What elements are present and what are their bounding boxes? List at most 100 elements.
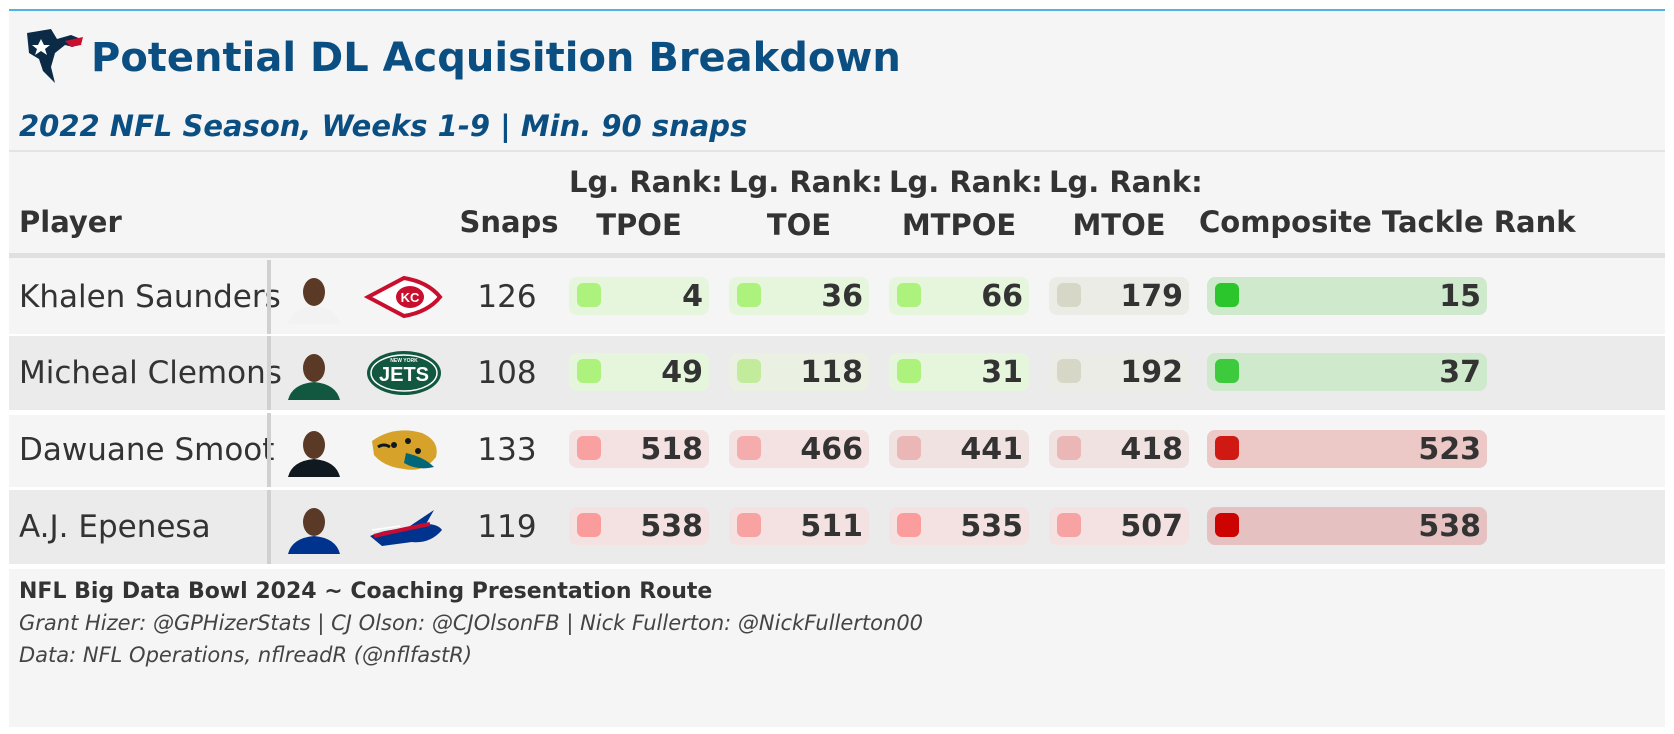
player-name: Micheal Clemons [19, 355, 282, 391]
column-header-mtpoe: Lg. Rank: MTPOE [889, 161, 1043, 247]
rank-value: 192 [1120, 355, 1183, 390]
rank-value: 523 [1418, 432, 1481, 467]
bills-logo-icon [364, 500, 444, 554]
rank-value: 179 [1120, 279, 1183, 314]
rank-color-swatch [897, 436, 921, 460]
page-subtitle: 2022 NFL Season, Weeks 1-9 | Min. 90 sna… [19, 109, 748, 143]
jets-logo-icon: JETS NEW YORK [364, 346, 444, 400]
rank-value: 538 [1418, 509, 1481, 544]
rank-value: 49 [661, 355, 703, 390]
row-divider [9, 410, 1665, 415]
rank-value: 535 [960, 509, 1023, 544]
tpoe-rank-cell: 538 [569, 507, 709, 545]
snaps-value: 119 [477, 509, 537, 545]
table-header: Potential DL Acquisition Breakdown 2022 … [9, 11, 1665, 161]
mtpoe-rank-cell: 535 [889, 507, 1029, 545]
rank-color-swatch [737, 513, 761, 537]
column-header-toe: Lg. Rank: TOE [729, 161, 883, 247]
rank-color-swatch [1057, 283, 1081, 307]
rank-color-swatch [1057, 359, 1081, 383]
rank-value: 15 [1439, 279, 1481, 314]
composite-rank-cell: 523 [1207, 430, 1487, 468]
rank-value: 441 [960, 432, 1023, 467]
column-divider [267, 490, 271, 564]
composite-rank-cell: 37 [1207, 353, 1487, 391]
jaguars-logo-icon [364, 423, 444, 477]
rank-color-swatch [577, 283, 601, 307]
column-header-composite: Composite Tackle Rank [1199, 205, 1576, 239]
row-divider [9, 487, 1665, 492]
mtpoe-rank-cell: 66 [889, 277, 1029, 315]
rank-value: 66 [981, 279, 1023, 314]
column-header-snaps: Snaps [459, 205, 559, 239]
rank-value: 36 [821, 279, 863, 314]
footer-title: NFL Big Data Bowl 2024 ~ Coaching Presen… [19, 579, 713, 604]
table-panel: Potential DL Acquisition Breakdown 2022 … [9, 9, 1665, 727]
player-headshot [284, 423, 344, 477]
column-header-line: Lg. Rank: [889, 165, 1043, 199]
svg-text:JETS: JETS [379, 364, 429, 386]
player-name: A.J. Epenesa [19, 509, 211, 545]
toe-rank-cell: 118 [729, 353, 869, 391]
column-header-line: Lg. Rank: [569, 165, 723, 199]
rank-color-swatch [577, 359, 601, 383]
column-header-mtoe: Lg. Rank: MTOE [1049, 161, 1203, 247]
rank-color-swatch [1057, 513, 1081, 537]
svg-text:KC: KC [401, 290, 420, 305]
chiefs-logo-icon: KC [363, 270, 444, 324]
texans-logo-icon [27, 29, 83, 83]
toe-rank-cell: 36 [729, 277, 869, 315]
rank-color-swatch [577, 436, 601, 460]
rank-color-swatch [1215, 513, 1239, 537]
rank-value: 507 [1120, 509, 1183, 544]
svg-text:NEW YORK: NEW YORK [390, 358, 418, 364]
player-headshot [284, 346, 344, 400]
rank-color-swatch [1215, 283, 1239, 307]
column-divider [267, 413, 271, 487]
rank-value: 511 [800, 509, 863, 544]
page-title: Potential DL Acquisition Breakdown [91, 35, 901, 81]
tpoe-rank-cell: 4 [569, 277, 709, 315]
row-divider [9, 564, 1665, 569]
rank-color-swatch [897, 513, 921, 537]
player-name: Khalen Saunders [19, 279, 281, 315]
tpoe-rank-cell: 49 [569, 353, 709, 391]
rank-color-swatch [577, 513, 601, 537]
header-divider [9, 150, 1665, 152]
table-row: A.J. Epenesa 119 538 511 535 507 538 [9, 490, 1665, 564]
table-row: Khalen Saunders KC 126 4 36 66 179 15 [9, 260, 1665, 334]
rank-value: 466 [800, 432, 863, 467]
footer-source: Data: NFL Operations, nflreadR (@nflfast… [19, 643, 473, 667]
column-header-tpoe: Lg. Rank: TPOE [569, 161, 723, 247]
column-header-line: MTOE [1072, 208, 1166, 242]
column-divider [267, 336, 271, 410]
column-header-line: Lg. Rank: [729, 165, 883, 199]
mtoe-rank-cell: 192 [1049, 353, 1189, 391]
column-divider [267, 260, 271, 334]
rank-color-swatch [737, 436, 761, 460]
rank-color-swatch [1215, 359, 1239, 383]
rank-value: 4 [682, 279, 703, 314]
composite-rank-cell: 538 [1207, 507, 1487, 545]
column-header-line: TPOE [596, 208, 682, 242]
rank-color-swatch [1057, 436, 1081, 460]
column-header-line: TOE [766, 208, 832, 242]
player-headshot [284, 270, 344, 324]
table-row: Dawuane Smoot 133 518 466 441 418 523 [9, 413, 1665, 487]
column-header-line: Lg. Rank: [1049, 165, 1203, 199]
snaps-value: 133 [477, 432, 537, 468]
rank-value: 31 [981, 355, 1023, 390]
footer: NFL Big Data Bowl 2024 ~ Coaching Presen… [9, 567, 1665, 727]
rank-color-swatch [737, 359, 761, 383]
mtoe-rank-cell: 418 [1049, 430, 1189, 468]
composite-rank-cell: 15 [1207, 277, 1487, 315]
column-header-line: MTPOE [901, 208, 1017, 242]
table-row: Micheal Clemons JETS NEW YORK 108 49 118 31 192… [9, 336, 1665, 410]
column-header-divider [9, 253, 1665, 258]
rank-color-swatch [897, 359, 921, 383]
player-headshot [284, 500, 344, 554]
rank-value: 418 [1120, 432, 1183, 467]
mtpoe-rank-cell: 441 [889, 430, 1029, 468]
toe-rank-cell: 466 [729, 430, 869, 468]
rank-color-swatch [897, 283, 921, 307]
